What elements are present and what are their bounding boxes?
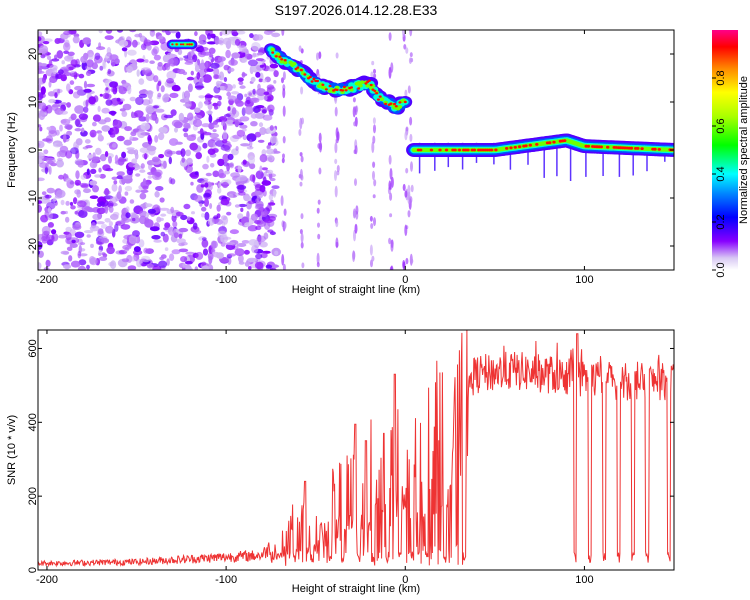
spectrogram-ridge [166,39,674,157]
colorbar-tick-label: 0.6 [715,118,727,133]
colorbar-gradient [712,30,738,270]
spectrogram-y-tick-label: 20 [27,48,39,60]
snr-series-line [38,330,674,568]
snr-frame [37,329,675,571]
snr-y-tick-label: 400 [27,413,39,431]
colorbar-ticks: 0.0 0.2 0.4 0.6 0.8 [712,70,727,278]
spectrogram-y-tick-label: -20 [27,238,39,254]
snr-y-axis-label: SNR (10 * v/v) [6,415,18,485]
spectrogram-noise [38,30,282,270]
snr-y-tick-label: 600 [27,339,39,357]
snr-panel: -200 -100 0 100 0 200 400 600 Height of straigh… [6,329,675,595]
spectrogram-x-tick-label: 0 [402,274,408,286]
spectrogram-x-axis-label: Height of straight line (km) [292,284,420,296]
snr-x-tick-label: 100 [575,574,593,586]
snr-x-axis-label: Height of straight line (km) [292,583,420,595]
snr-x-tick-label: 0 [402,574,408,586]
spectrogram-y-tick-label: 0 [27,147,39,153]
spectrogram-streaks [280,30,414,270]
snr-ticks: -200 -100 0 100 0 200 400 600 [27,330,674,586]
spectrogram-y-tick-label: 10 [27,96,39,108]
colorbar-tick-label: 0.2 [715,214,727,229]
colorbar: 0.0 0.2 0.4 0.6 0.8 Normalized spectral ampl… [712,30,750,278]
spectrogram-frame [37,29,675,271]
snr-plot-area [38,330,674,568]
colorbar-label: Normalized spectral amplitude [738,76,750,224]
colorbar-tick-label: 0.4 [715,166,727,181]
snr-y-tick-label: 0 [27,567,39,573]
snr-y-tick-label: 200 [27,487,39,505]
colorbar-tick-label: 0.0 [715,262,727,277]
spectrogram-x-tick-label: 100 [575,274,593,286]
snr-x-tick-label: -100 [215,574,237,586]
figure-title: S197.2026.014.12.28.E33 [275,2,438,18]
spectrogram-x-tick-label: -200 [36,274,58,286]
snr-x-tick-label: -200 [36,574,58,586]
spectrogram-y-axis-label: Frequency (Hz) [6,112,18,188]
spectrogram-y-tick-label: -10 [27,190,39,206]
spectrogram-plot-area [38,30,674,270]
colorbar-tick-label: 0.8 [715,70,727,85]
spectrogram-x-tick-label: -100 [215,274,237,286]
